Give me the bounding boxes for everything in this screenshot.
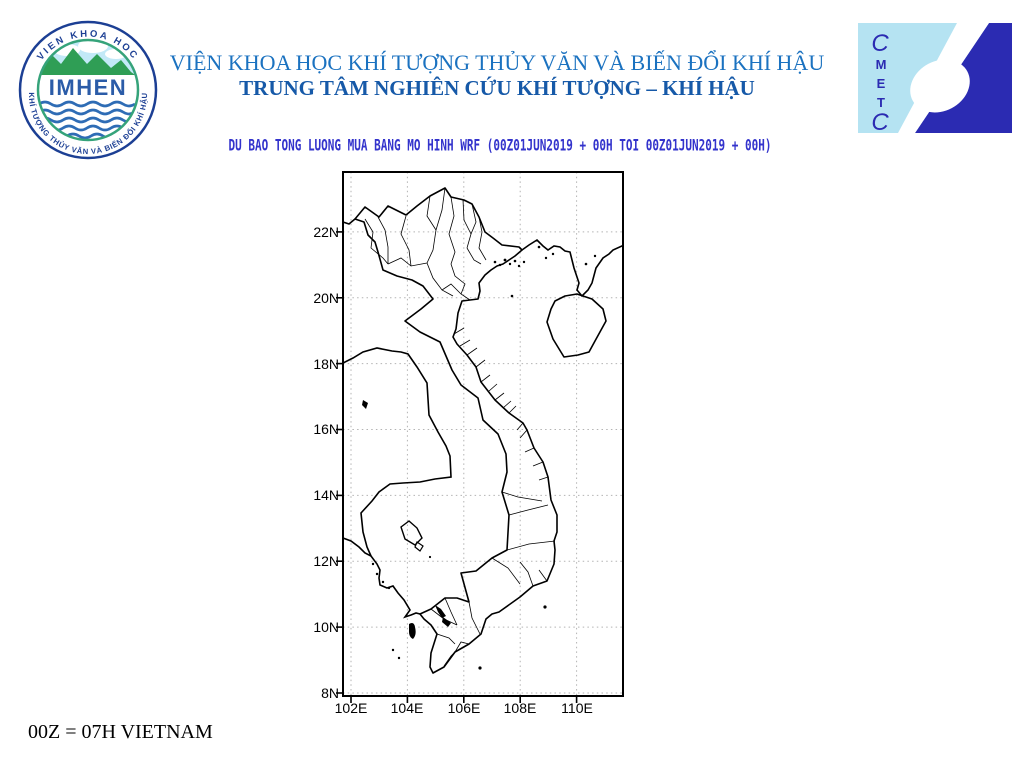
xtick-104e: 104E	[390, 700, 424, 716]
xtick-102e: 102E	[334, 700, 368, 716]
province-boundaries	[364, 187, 556, 667]
coastlines-borders	[343, 187, 623, 674]
imhen-acronym: IMHEN	[49, 75, 127, 100]
svg-text:C: C	[871, 109, 889, 133]
svg-text:T: T	[877, 95, 885, 110]
forecast-map	[336, 171, 624, 703]
svg-text:M: M	[876, 57, 887, 72]
ytick-16n: 16N	[313, 421, 339, 437]
xtick-106e: 106E	[447, 700, 481, 716]
institute-title: VIỆN KHOA HỌC KHÍ TƯỢNG THỦY VĂN VÀ BIẾN…	[169, 50, 825, 75]
ytick-14n: 14N	[313, 487, 339, 503]
imhen-logo-icon: IMHEN VIEN KHOA HOC KHÍ TƯỢNG THỦY VĂN V…	[18, 20, 158, 160]
axis-ticks	[336, 231, 578, 703]
metc-letters: C M E T C	[871, 30, 889, 133]
ytick-18n: 18N	[313, 356, 339, 372]
xtick-108e: 108E	[503, 700, 537, 716]
svg-text:E: E	[877, 76, 886, 91]
graticule	[343, 172, 623, 696]
xtick-110e: 110E	[561, 700, 593, 716]
svg-text:C: C	[871, 30, 889, 57]
mountains-shape	[38, 48, 138, 77]
ytick-8n: 8N	[321, 685, 339, 701]
ytick-10n: 10N	[313, 619, 339, 635]
map-frame	[342, 171, 624, 697]
ytick-12n: 12N	[313, 553, 339, 569]
center-title: TRUNG TÂM NGHIÊN CỨU KHÍ TƯỢNG – KHÍ HẬU	[239, 76, 755, 100]
ytick-22n: 22N	[313, 224, 339, 240]
ytick-20n: 20N	[313, 290, 339, 306]
time-note: 00Z = 07H VIETNAM	[28, 721, 213, 743]
metc-logo-icon: C M E T C	[858, 23, 1012, 133]
islands	[371, 245, 597, 670]
forecast-caption: DU BAO TONG LUONG MUA BANG MO HINH WRF (…	[228, 136, 772, 155]
